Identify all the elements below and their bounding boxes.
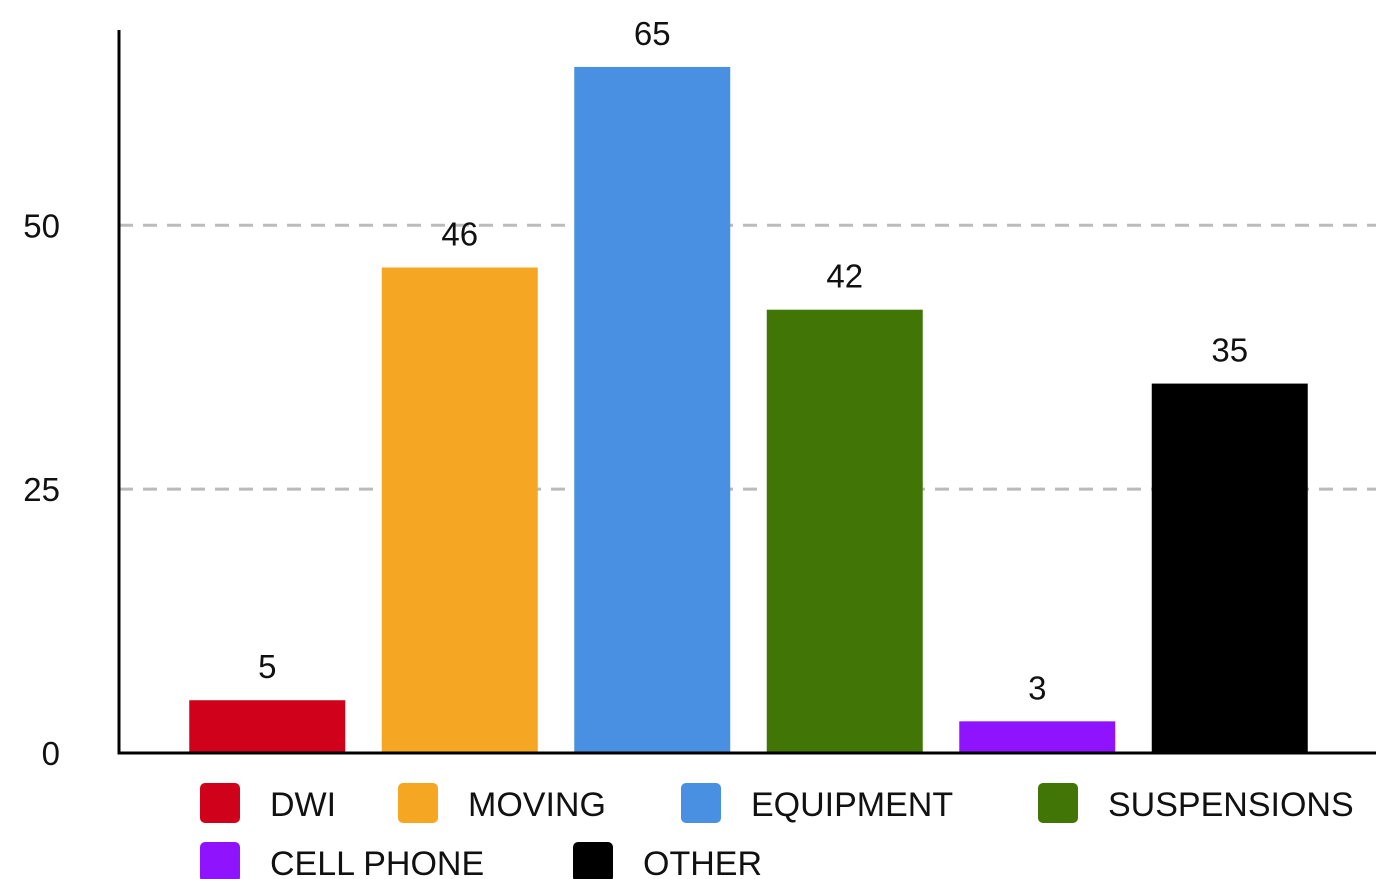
data-label: 65 xyxy=(634,15,671,52)
y-tick-label: 50 xyxy=(23,207,60,244)
axes xyxy=(117,30,1376,755)
y-tick-label: 25 xyxy=(23,471,60,508)
legend: DWI MOVING EQUIPMENT SUSPENSIONS CELL PHONE O… xyxy=(200,783,1354,879)
y-tick-label: 0 xyxy=(42,735,60,772)
data-label: 42 xyxy=(826,258,863,295)
legend-item-other[interactable]: OTHER xyxy=(573,842,762,879)
legend-item-equipment[interactable]: EQUIPMENT xyxy=(681,783,953,824)
bar-cell-phone xyxy=(959,721,1116,753)
bar-other xyxy=(1151,383,1308,753)
legend-label: DWI xyxy=(270,786,336,824)
legend-item-dwi[interactable]: DWI xyxy=(200,783,336,824)
data-label: 46 xyxy=(441,215,478,252)
data-label: 35 xyxy=(1211,332,1248,369)
data-labels: 5 46 65 42 3 35 xyxy=(258,15,1248,706)
legend-swatch xyxy=(200,783,240,823)
legend-label: EQUIPMENT xyxy=(751,786,953,824)
legend-swatch xyxy=(398,783,438,823)
legend-label: CELL PHONE xyxy=(270,845,484,879)
bar-moving xyxy=(381,267,538,753)
legend-swatch xyxy=(681,783,721,823)
bars xyxy=(189,66,1308,754)
legend-item-suspensions[interactable]: SUSPENSIONS xyxy=(1038,783,1354,824)
legend-item-cell-phone[interactable]: CELL PHONE xyxy=(200,842,484,879)
legend-swatch xyxy=(573,842,613,879)
y-tick-labels: 0 25 50 xyxy=(23,207,60,772)
legend-swatch xyxy=(200,842,240,879)
grid-lines xyxy=(119,223,1376,491)
bar-dwi xyxy=(189,700,346,753)
legend-label: MOVING xyxy=(468,786,606,824)
legend-swatch xyxy=(1038,783,1078,823)
bar-equipment xyxy=(574,66,731,754)
data-label: 5 xyxy=(258,648,276,685)
bar-suspensions xyxy=(766,309,923,753)
data-label: 3 xyxy=(1028,669,1046,706)
legend-label: OTHER xyxy=(643,845,762,879)
legend-label: SUSPENSIONS xyxy=(1108,786,1354,824)
legend-item-moving[interactable]: MOVING xyxy=(398,783,606,824)
